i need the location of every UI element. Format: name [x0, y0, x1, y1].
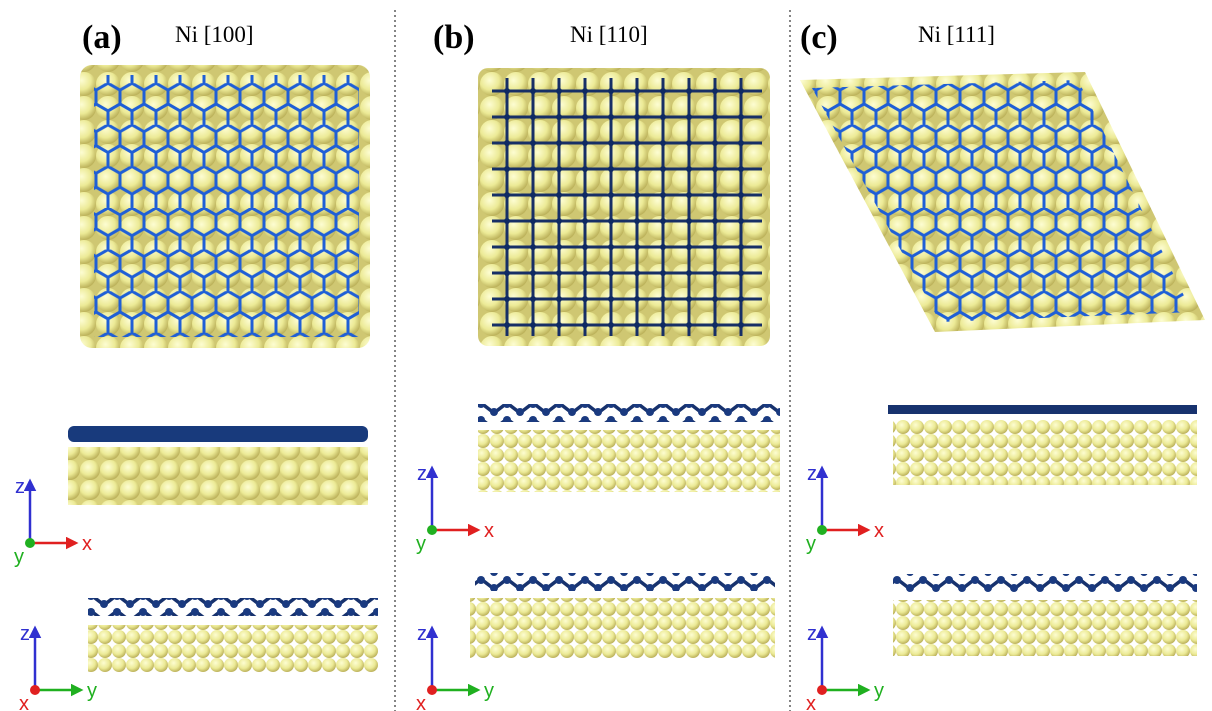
axis-label: y	[87, 680, 97, 702]
side-view-graphene	[68, 426, 368, 442]
axis-label: z	[807, 463, 817, 485]
panel-title: Ni [100]	[175, 22, 254, 47]
side-view-slab	[893, 420, 1197, 485]
side-view-graphene	[893, 574, 1197, 592]
axis-label: y	[484, 680, 494, 702]
axis-label: z	[20, 623, 30, 645]
panel-label: (a)	[82, 19, 122, 56]
panel-title: Ni [111]	[918, 22, 995, 47]
side-view-graphene	[88, 598, 378, 616]
side-view-slab	[88, 625, 378, 672]
axis-origin	[25, 538, 35, 548]
side-view-slab	[68, 447, 368, 505]
axis-label: y	[874, 680, 884, 702]
top-view-graphene	[94, 75, 359, 337]
axis-label: x	[416, 693, 426, 711]
axis-label: z	[417, 463, 427, 485]
axis-origin	[427, 525, 437, 535]
axis-label: x	[484, 520, 494, 542]
axis-origin	[427, 685, 437, 695]
axis-label: z	[417, 623, 427, 645]
panel-label: (b)	[433, 19, 475, 56]
axis-label: z	[807, 623, 817, 645]
side-view-graphene	[888, 405, 1197, 414]
side-view-slab	[478, 430, 780, 492]
top-view-graphene	[492, 78, 762, 336]
axis-label: y	[806, 533, 816, 555]
figure: (a) Ni [100] z x y z y x (b) Ni [110] z x y z y x (c) Ni …	[0, 0, 1212, 711]
axis-label: z	[15, 476, 25, 498]
side-view-graphene	[475, 573, 775, 591]
axis-origin	[817, 525, 827, 535]
axis-origin	[30, 685, 40, 695]
panel-title: Ni [110]	[570, 22, 648, 47]
axis-label: x	[874, 520, 884, 542]
axis-label: y	[14, 546, 24, 568]
side-view-slab	[893, 600, 1197, 656]
side-view-graphene	[478, 404, 780, 422]
panel-label: (c)	[800, 19, 838, 56]
axis-label: y	[416, 533, 426, 555]
axis-label: x	[19, 693, 29, 711]
axis-label: x	[806, 693, 816, 711]
axis-origin	[817, 685, 827, 695]
side-view-slab	[470, 598, 775, 658]
axis-label: x	[82, 533, 92, 555]
